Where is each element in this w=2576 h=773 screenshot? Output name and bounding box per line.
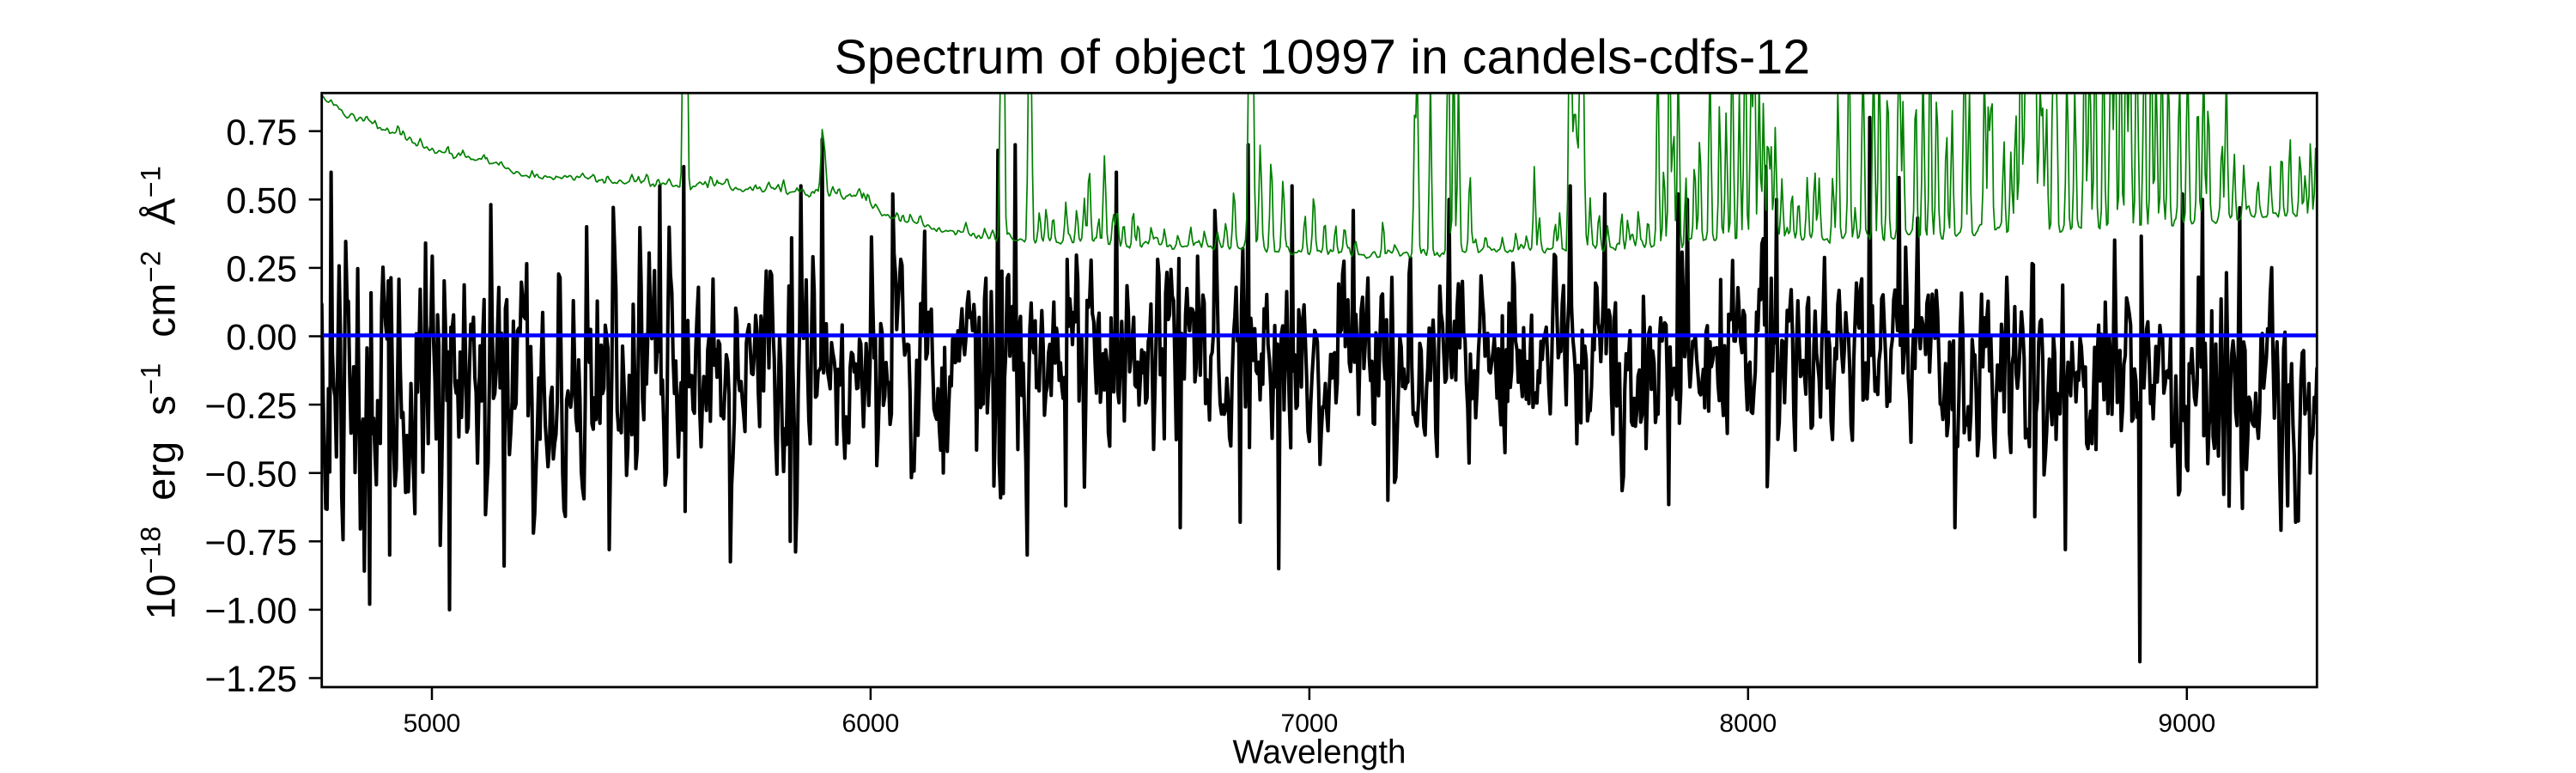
svg-text:−0.75: −0.75 (204, 523, 297, 563)
svg-text:0.25: 0.25 (226, 250, 297, 290)
svg-text:6000: 6000 (842, 709, 900, 738)
svg-text:Wavelength: Wavelength (1233, 734, 1406, 771)
svg-text:−0.50: −0.50 (204, 454, 297, 495)
svg-text:0.75: 0.75 (226, 113, 297, 153)
svg-text:5000: 5000 (404, 709, 461, 738)
svg-text:−1.25: −1.25 (204, 660, 297, 700)
svg-text:−0.25: −0.25 (204, 386, 297, 427)
svg-text:0.00: 0.00 (226, 318, 297, 358)
svg-text:9000: 9000 (2158, 709, 2215, 738)
svg-text:8000: 8000 (1719, 709, 1777, 738)
svg-text:Spectrum of object 10997 in ca: Spectrum of object 10997 in candels-cdfs… (835, 30, 1811, 85)
svg-text:7000: 7000 (1281, 709, 1339, 738)
svg-text:−1.00: −1.00 (204, 592, 297, 632)
svg-text:0.50: 0.50 (226, 181, 297, 222)
